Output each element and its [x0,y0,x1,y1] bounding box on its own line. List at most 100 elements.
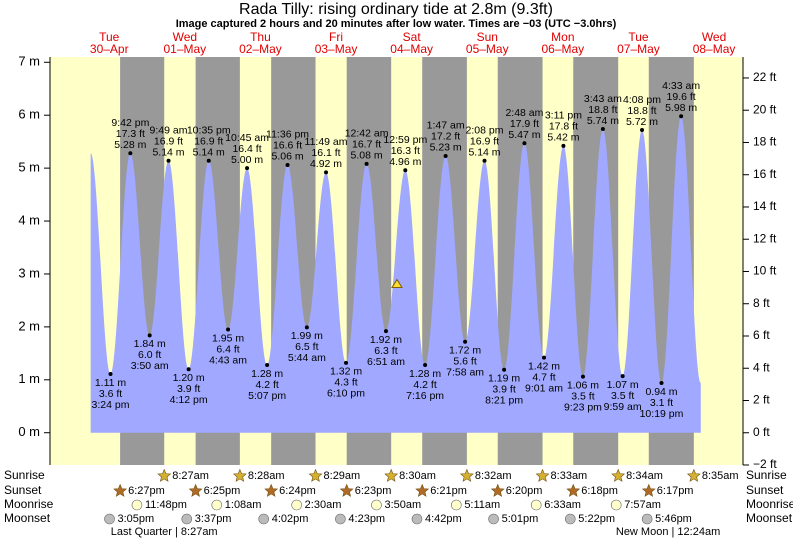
tide-label: 16.1 ft [311,147,340,159]
tide-label: 6.3 ft [374,345,397,357]
y-tick-label: 4 m [18,212,40,227]
moonrise-time: 3:50am [384,499,421,511]
sunset-time: 6:24pm [279,485,316,497]
sunset-icon [339,483,354,497]
tide-label: 1.92 m [370,334,402,346]
y-tick-label: 0 m [18,424,40,439]
tide-label: 2:48 am [505,107,543,119]
moonset-icon [565,513,576,525]
tide-label: 16.9 ft [470,136,499,148]
tide-label: 12:59 pm [383,134,427,146]
sunrise-icon [686,468,701,482]
tide-label: 1.19 m [488,373,520,385]
moonset-icon [181,513,193,525]
day-weekday: Mon [551,30,574,44]
row-label: Moonset [746,511,793,525]
day-date: 02–May [239,42,282,56]
tide-label: 11:36 pm [266,129,309,141]
tide-label: 1.07 m [607,379,639,391]
sunrise-time: 8:35am [702,470,739,482]
y2-tick-label: −2 ft [753,457,777,471]
tide-label: 3.6 ft [99,388,122,400]
current-marker [391,278,403,289]
tide-label: 1.06 m [567,379,599,391]
chart-subtitle: Image captured 2 hours and 20 minutes af… [176,18,617,30]
tide-label: 3:24 pm [92,399,130,411]
day-weekday: Tue [99,30,120,44]
tide-label: 3:11 pm [545,110,582,122]
tide-label: 17.3 ft [116,128,145,140]
tide-point [580,374,585,379]
tide-label: 3.9 ft [177,383,200,395]
sunrise-icon [308,468,323,482]
sunrise-time: 8:34am [626,470,663,482]
moon-phase: New Moon | 12:24am [616,526,720,538]
moonset-time: 4:23pm [348,513,385,525]
tide-label: 16.6 ft [273,140,302,152]
tide-point [147,333,152,338]
tide-point [443,153,448,158]
tide-label: 7:16 pm [406,390,444,402]
tide-point [364,161,369,166]
tide-label: 1.32 m [330,366,362,378]
moonset-icon [641,513,653,525]
tide-label: 18.8 ft [588,104,617,116]
row-label: Sunrise [746,468,787,482]
sunset-time: 6:27pm [128,485,165,497]
tide-label: 9:59 am [604,401,642,413]
y2-tick-label: 12 ft [753,231,777,245]
sunrise-icon [384,468,399,482]
moonrise-time: 2:30am [305,499,342,511]
tide-label: 9:49 am [150,125,188,137]
tide-label: 16.7 ft [352,139,381,151]
tide-point [640,128,645,133]
tide-label: 16.3 ft [391,145,420,157]
sunrise-time: 8:32am [475,470,512,482]
tide-label: 6.5 ft [295,341,318,353]
tide-point [659,380,664,385]
row-label: Moonset [4,511,51,525]
moon-phase: Last Quarter | 8:27am [111,526,218,538]
tide-label: 3.9 ft [492,384,515,396]
sunset-time: 6:23pm [355,485,392,497]
tide-label: 5.98 m [665,102,697,114]
sunset-time: 6:20pm [506,485,543,497]
tide-label: 17.2 ft [431,131,460,143]
moonset-time: 5:46pm [655,513,692,525]
sunrise-icon [535,468,550,482]
tide-label: 4.7 ft [532,371,555,383]
y2-tick-label: 10 ft [753,264,777,278]
tide-point [226,327,231,332]
moonrise-time: 1:08am [225,499,262,511]
row-label: Sunrise [4,468,45,482]
day-date: 07–May [617,42,660,56]
tide-label: 5.6 ft [453,355,476,367]
tide-point [403,168,408,173]
y-tick-label: 2 m [18,318,40,333]
tide-label: 5:07 pm [248,390,286,402]
tide-label: 17.8 ft [549,121,578,133]
moonset-icon [104,513,115,525]
tide-label: 4:33 am [662,80,700,92]
y2-tick-label: 4 ft [753,360,770,374]
tide-label: 4.2 ft [255,379,278,391]
tide-label: 16.4 ft [232,143,261,155]
row-label: Moonrise [746,497,793,511]
row-label: Moonrise [4,497,54,511]
moonrise-icon [451,499,462,511]
tide-label: 5.23 m [430,142,462,154]
tide-label: 2:08 pm [466,125,504,137]
tide-point [265,362,270,367]
tide-label: 1.72 m [449,344,481,356]
tide-label: 4.3 ft [334,377,357,389]
tide-point [344,360,349,365]
tide-label: 7:58 am [446,366,484,378]
tide-point [561,143,566,148]
tide-label: 10:19 pm [640,408,684,420]
day-weekday: Wed [173,30,197,44]
y-tick-label: 6 m [18,107,40,122]
tide-label: 3.5 ft [611,390,634,402]
tide-point [324,170,329,175]
tide-point [383,329,388,334]
tide-label: 17.9 ft [510,118,539,130]
